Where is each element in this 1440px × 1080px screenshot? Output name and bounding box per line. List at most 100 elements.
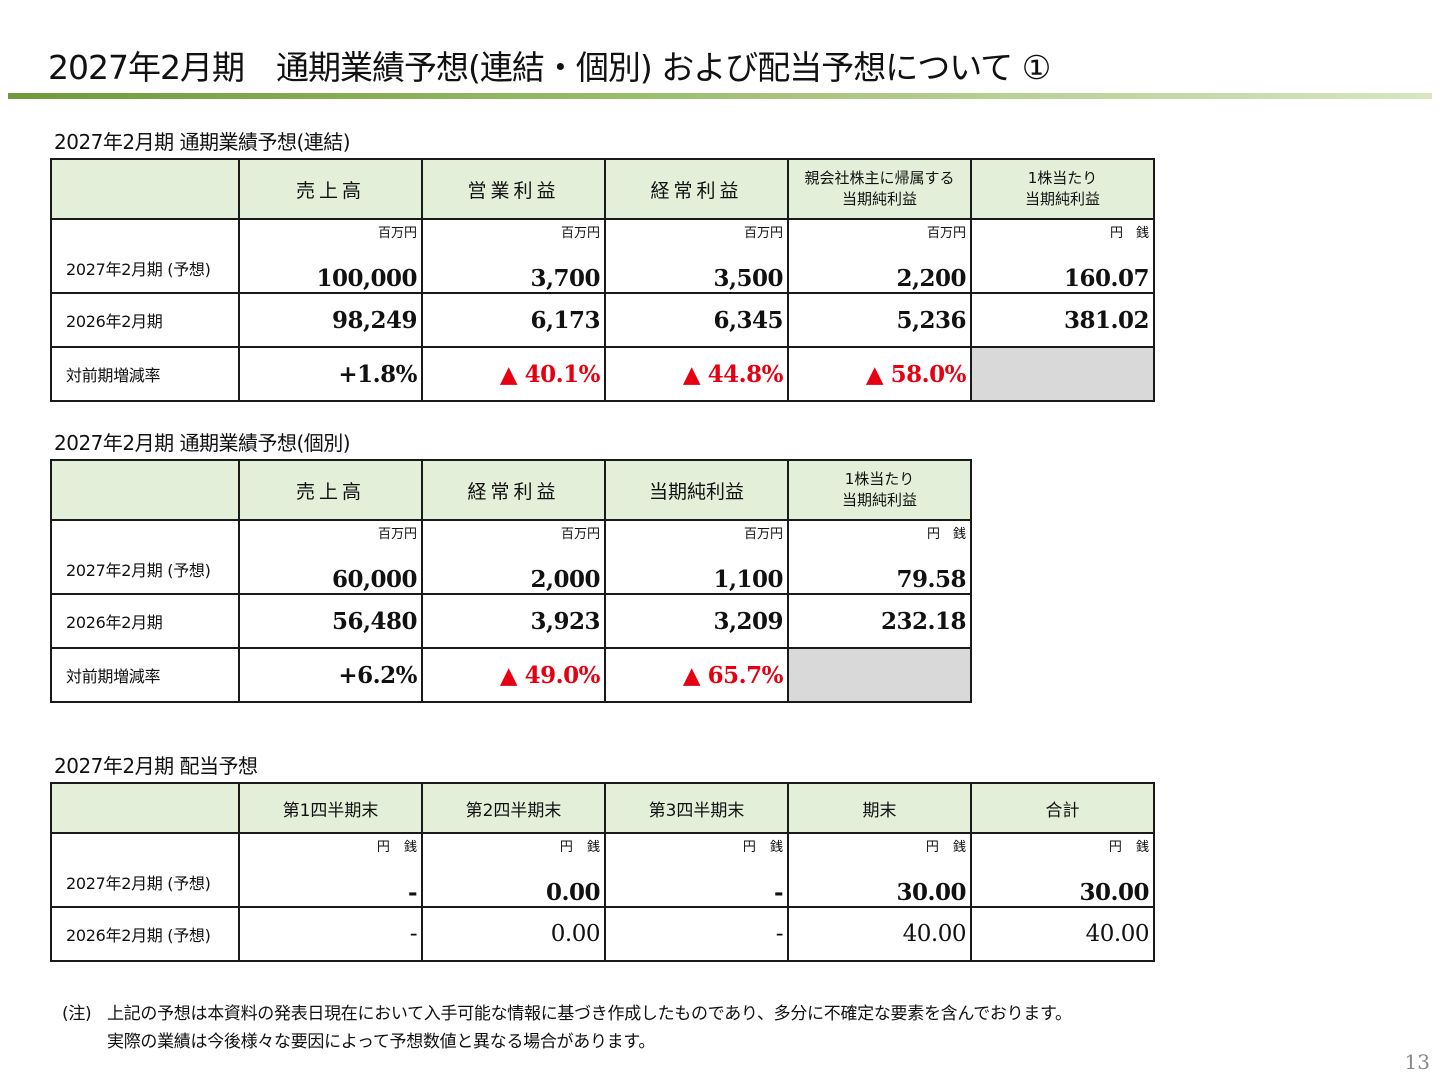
value-cell: 百万円 2,000 xyxy=(421,519,606,595)
unit-label: 百万円 xyxy=(743,527,783,542)
footnote-line-1: 上記の予想は本資料の発表日現在において入手可能な情報に基づき作成したものであり、… xyxy=(107,1004,1072,1024)
value-cell: - xyxy=(238,906,423,962)
value-cell: 百万円 60,000 xyxy=(238,519,423,595)
table-row: 対前期増減率 +6.2% ▲ 49.0% ▲ 65.7% xyxy=(50,647,972,703)
value-cell: 円 銭 30.00 xyxy=(787,832,972,908)
header-q1-end: 第1四半期末 xyxy=(238,782,423,834)
unit-label: 百万円 xyxy=(743,226,783,241)
table-row: 2027年2月期 (予想) 百万円 100,000 百万円 3,700 百万円 3,5… xyxy=(50,218,1155,294)
value-cell: 円 銭- xyxy=(238,832,423,908)
unit-label: 百万円 xyxy=(377,226,417,241)
value-cell: 百万円 3,500 xyxy=(604,218,789,294)
footnote-line-2: 実際の業績は今後様々な要因によって予想数値と異なる場合があります。 xyxy=(107,1032,656,1052)
unit-label: 円 銭 xyxy=(1108,840,1149,855)
unit-label: 百万円 xyxy=(926,226,966,241)
value-cell: 百万円 2,200 xyxy=(787,218,972,294)
row-label: 対前期増減率 xyxy=(50,647,240,703)
footnote: (注) 上記の予想は本資料の発表日現在において入手可能な情報に基づき作成したもので… xyxy=(62,1000,1072,1056)
value-cell: 円 銭 30.00 xyxy=(970,832,1155,908)
header-eps: 1株当たり 当期純利益 xyxy=(970,158,1155,220)
value-cell: 百万円 100,000 xyxy=(238,218,423,294)
table-row: 2027年2月期 (予想) 百万円 60,000 百万円 2,000 百万円 1,10… xyxy=(50,519,972,595)
value-cell: 円 銭- xyxy=(604,832,789,908)
value-cell: 6,345 xyxy=(604,292,789,348)
header-total: 合計 xyxy=(970,782,1155,834)
change-cell: ▲ 40.1% xyxy=(421,346,606,402)
value-cell: 3,923 xyxy=(421,593,606,649)
unit-label: 円 銭 xyxy=(926,527,966,542)
change-cell: ▲ 49.0% xyxy=(421,647,606,703)
row-label: 2027年2月期 (予想) xyxy=(50,519,240,595)
dividend-table: 第1四半期末 第2四半期末 第3四半期末 期末 合計 2027年2月期 (予想)… xyxy=(50,782,1155,962)
nonconsolidated-table: 売上高 経常利益 当期純利益 1株当たり 当期純利益 2027年2月期 (予想)… xyxy=(50,459,972,703)
header-corner xyxy=(50,459,240,521)
header-corner xyxy=(50,782,240,834)
value-cell: 40.00 xyxy=(787,906,972,962)
header-ordinary-income: 経常利益 xyxy=(421,459,606,521)
value-cell: 98,249 xyxy=(238,292,423,348)
change-cell: ▲ 44.8% xyxy=(604,346,789,402)
value-cell: 40.00 xyxy=(970,906,1155,962)
row-label: 2026年2月期 xyxy=(50,292,240,348)
value-cell: 6,173 xyxy=(421,292,606,348)
page-title: 2027年2月期 通期業績予想(連結・個別) および配当予想について ① xyxy=(48,48,1051,87)
header-sales: 売上高 xyxy=(238,459,423,521)
value-cell: 百万円 3,700 xyxy=(421,218,606,294)
title-rule xyxy=(8,93,1432,99)
value-cell: 3,209 xyxy=(604,593,789,649)
unit-label: 百万円 xyxy=(560,527,600,542)
unit-label: 円 銭 xyxy=(559,840,600,855)
value-cell: 円 銭 160.07 xyxy=(970,218,1155,294)
unit-label: 円 銭 xyxy=(925,840,966,855)
nonconsolidated-section-title: 2027年2月期 通期業績予想(個別) xyxy=(54,431,351,455)
value-cell: 5,236 xyxy=(787,292,972,348)
header-ordinary-income: 経常利益 xyxy=(604,158,789,220)
footnote-label: (注) xyxy=(62,1004,92,1024)
value-cell: 百万円 1,100 xyxy=(604,519,789,595)
row-label: 2026年2月期 (予想) xyxy=(50,906,240,962)
header-net-income: 当期純利益 xyxy=(604,459,789,521)
change-cell: ▲ 58.0% xyxy=(787,346,972,402)
table-row: 対前期増減率 +1.8% ▲ 40.1% ▲ 44.8% ▲ 58.0% xyxy=(50,346,1155,402)
table-header-row: 売上高 経常利益 当期純利益 1株当たり 当期純利益 xyxy=(50,459,972,521)
header-year-end: 期末 xyxy=(787,782,972,834)
header-sales: 売上高 xyxy=(238,158,423,220)
header-operating-income: 営業利益 xyxy=(421,158,606,220)
value-cell: 円 銭 79.58 xyxy=(787,519,972,595)
table-header-row: 売上高 営業利益 経常利益 親会社株主に帰属する 当期純利益 1株当たり 当期純… xyxy=(50,158,1155,220)
value-cell: 円 銭 0.00 xyxy=(421,832,606,908)
table-header-row: 第1四半期末 第2四半期末 第3四半期末 期末 合計 xyxy=(50,782,1155,834)
row-label: 対前期増減率 xyxy=(50,346,240,402)
table-row: 2026年2月期 56,480 3,923 3,209 232.18 xyxy=(50,593,972,649)
table-row: 2026年2月期 (予想) - 0.00 - 40.00 40.00 xyxy=(50,906,1155,962)
change-cell: +1.8% xyxy=(238,346,423,402)
row-label: 2027年2月期 (予想) xyxy=(50,218,240,294)
unit-label: 円 銭 xyxy=(742,840,783,855)
header-corner xyxy=(50,158,240,220)
empty-cell xyxy=(970,346,1155,402)
table-row: 2026年2月期 98,249 6,173 6,345 5,236 381.02 xyxy=(50,292,1155,348)
change-cell: +6.2% xyxy=(238,647,423,703)
page-number: 13 xyxy=(1404,1050,1430,1074)
header-eps: 1株当たり 当期純利益 xyxy=(787,459,972,521)
value-cell: 56,480 xyxy=(238,593,423,649)
value-cell: 232.18 xyxy=(787,593,972,649)
header-q2-end: 第2四半期末 xyxy=(421,782,606,834)
unit-label: 円 銭 xyxy=(1109,226,1149,241)
consolidated-section-title: 2027年2月期 通期業績予想(連結) xyxy=(54,130,351,154)
unit-label: 百万円 xyxy=(560,226,600,241)
empty-cell xyxy=(787,647,972,703)
unit-label: 百万円 xyxy=(377,527,417,542)
header-net-income-parent: 親会社株主に帰属する 当期純利益 xyxy=(787,158,972,220)
row-label: 2027年2月期 (予想) xyxy=(50,832,240,908)
change-cell: ▲ 65.7% xyxy=(604,647,789,703)
value-cell: 381.02 xyxy=(970,292,1155,348)
dividend-section-title: 2027年2月期 配当予想 xyxy=(54,754,258,778)
value-cell: - xyxy=(604,906,789,962)
value-cell: 0.00 xyxy=(421,906,606,962)
consolidated-table: 売上高 営業利益 経常利益 親会社株主に帰属する 当期純利益 1株当たり 当期純… xyxy=(50,158,1155,402)
header-q3-end: 第3四半期末 xyxy=(604,782,789,834)
row-label: 2026年2月期 xyxy=(50,593,240,649)
table-row: 2027年2月期 (予想) 円 銭- 円 銭 0.00 円 銭- 円 銭 30.00… xyxy=(50,832,1155,908)
unit-label: 円 銭 xyxy=(376,840,417,855)
